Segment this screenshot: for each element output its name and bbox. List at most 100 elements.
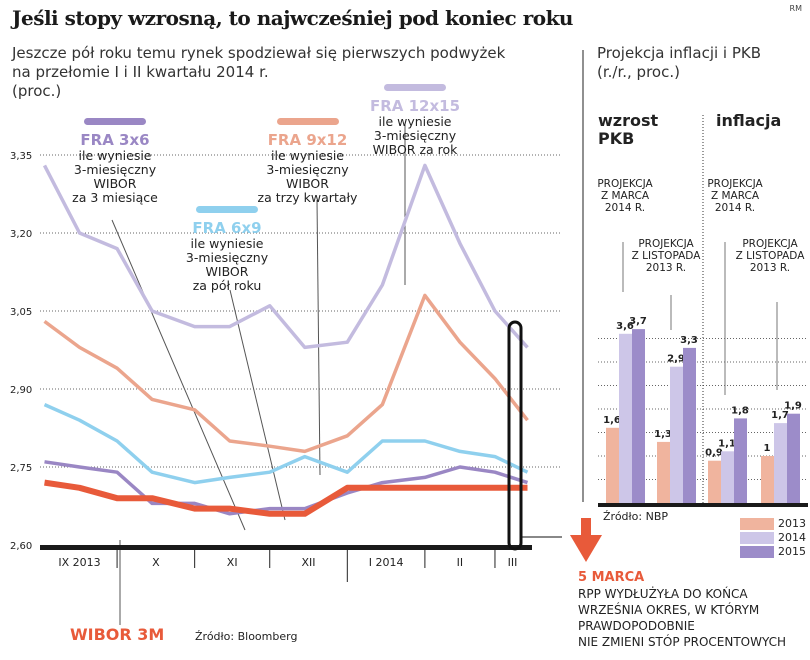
legend-swatch [740,518,774,530]
label-fra9x12: FRA 9x12 ile wyniesie 3-miesięczny WIBOR… [250,118,365,205]
subtitle-line: (proc.) [12,82,62,100]
x-axis [40,545,532,550]
bar-2015 [787,413,800,503]
right-subtitle-line: (r./r., proc.) [597,63,680,81]
y-tick-label: 2,60 [10,541,32,552]
series-desc: WIBOR [93,176,137,191]
right-subtitle-line: Projekcja inflacji i PKB [597,44,762,62]
series-name: FRA 6x9 [192,219,262,237]
leader-line [229,289,286,521]
bar-value-label: 1 [764,443,771,454]
proj-label-march-gdp: PROJEKCJA Z MARCA 2014 R. [590,178,660,214]
legend-label: 2013 [778,517,806,530]
bar-value-label: 3,3 [680,335,698,346]
series-desc: 3-miesięczny [266,162,349,177]
subtitle-line: Jeszcze pół roku temu rynek spodziewał s… [12,44,506,62]
y-tick-label: 2,90 [10,385,32,396]
series-desc: WIBOR [205,264,249,279]
x-tick-label: XI [227,556,238,569]
series-desc: 3-miesięczny [373,128,457,143]
legend-item: 2015 [740,545,806,559]
annotation-line: RPP WYDŁUŻYŁA DO KOŃCA [578,587,748,601]
leader-line [316,199,321,476]
annotation: 5 MARCA RPP WYDŁUŻYŁA DO KOŃCA WRZEŚNIA … [578,570,786,650]
legend-item: 2013 [740,517,806,531]
group-title-line: wzrost [598,111,659,130]
y-tick-label: 3,35 [10,151,32,162]
bar-value-label: 1,3 [654,429,672,440]
series-desc: WIBOR [286,176,329,191]
bar-value-label: 3,7 [629,316,647,327]
bar-2013 [761,456,774,503]
bar-2014 [619,333,632,503]
legend-swatch [196,206,258,213]
group-title-line: PKB [598,129,635,148]
legend: 2013 2014 2015 [740,517,806,559]
bar-value-label: 1,8 [731,405,749,416]
proj-line: Z MARCA [600,190,650,202]
x-tick-label: II [457,556,464,569]
bar-value-label: 1,1 [718,438,736,449]
proj-line: 2014 R. [714,202,756,214]
legend-swatch [740,532,774,544]
legend-item: 2014 [740,531,806,545]
series-desc: za pół roku [192,278,262,293]
bar-2015 [683,347,696,503]
annotation-line: PRAWDOPODOBNIE [578,619,695,633]
legend-swatch [276,118,339,125]
legend-swatch [84,118,146,125]
series-desc: ile wyniesie [271,148,344,163]
y-tick-label: 2,75 [10,463,32,474]
x-tick-label: IX 2013 [58,556,100,569]
legend-swatch [740,546,774,558]
series-line-fra-12x15 [42,163,529,350]
bar-value-label: 1,9 [784,401,802,412]
series-name: FRA 3x6 [80,131,150,149]
group-title-gdp: wzrost PKB [598,112,658,148]
credit: RM [789,4,802,13]
x-tick-label: XII [302,556,316,569]
bar-value-label: 3,6 [616,321,634,332]
right-subtitle: Projekcja inflacji i PKB (r./r., proc.) [597,44,761,82]
arrow-icon [581,518,591,540]
proj-line: Z LISTOPADA [735,250,805,262]
x-axis [598,503,808,507]
proj-label-march-inf: PROJEKCJA Z MARCA 2014 R. [702,178,768,214]
bar-value-label: 0,9 [705,448,723,459]
subtitle: Jeszcze pół roku temu rynek spodziewał s… [12,44,572,101]
proj-line: PROJEKCJA [638,238,694,250]
label-wibor: WIBOR 3M [70,625,165,644]
bar-value-label: 1,6 [603,415,621,426]
bar-value-label: 1,7 [771,410,789,421]
page-title: Jeśli stopy wzrosną, to najwcześniej pod… [12,6,573,30]
source-right: Źródło: NBP [603,510,668,523]
bar-2015 [734,418,747,503]
subtitle-line: na przełomie I i II kwartału 2014 r. [12,63,269,81]
series-desc: ile wyniesie [378,114,452,129]
bar-value-label: 2,9 [667,354,685,365]
legend-label: 2015 [778,545,806,558]
y-tick-label: 3,20 [10,229,32,240]
bar-2014 [774,423,787,503]
series-desc: ile wyniesie [78,148,152,163]
series-desc: 3-miesięczny [185,250,269,265]
proj-label-nov-gdp: PROJEKCJA Z LISTOPADA 2013 R. [628,238,704,274]
proj-line: PROJEKCJA [597,178,653,190]
bar-2015 [632,329,645,503]
group-title-inflation: inflacja [716,111,782,130]
proj-line: 2013 R. [749,262,791,274]
legend-label: 2014 [778,531,806,544]
series-desc: za trzy kwartały [257,190,358,205]
proj-line: Z MARCA [710,190,760,202]
source-left: Źródło: Bloomberg [195,630,298,643]
x-tick-label: X [152,556,160,569]
arrow-icon [570,535,602,562]
annotation-date: 5 MARCA [578,570,645,585]
bar-2013 [606,427,619,503]
proj-line: 2013 R. [645,262,687,274]
annotation-line: NIE ZMIENI STÓP PROCENTOWYCH [578,635,787,649]
bar-2014 [670,366,683,503]
proj-line: Z LISTOPADA [631,250,701,262]
y-tick-label: 3,05 [10,307,32,318]
